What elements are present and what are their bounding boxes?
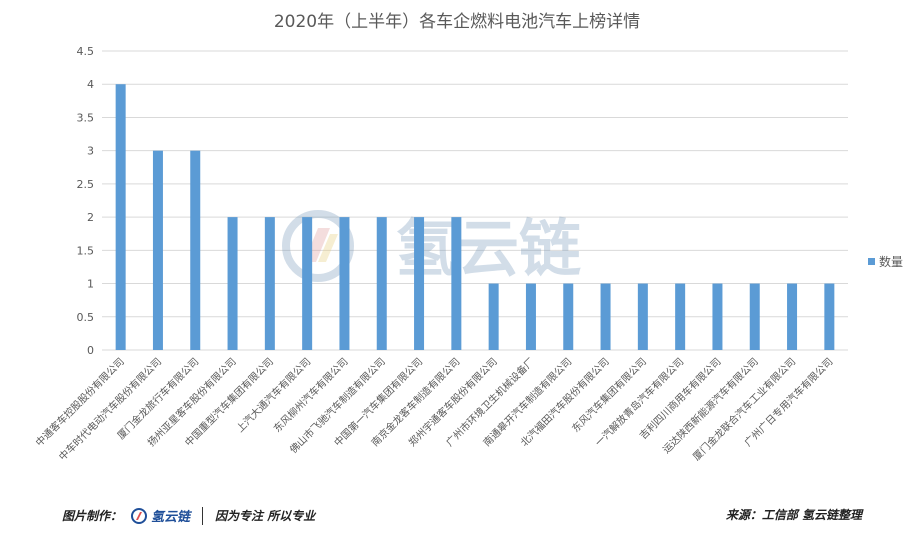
x-tick-label: 东风汽车集团有限公司 xyxy=(569,355,649,435)
footer-logo: 氢云链 xyxy=(130,506,190,525)
bar xyxy=(563,283,574,350)
y-tick-label: 2 xyxy=(87,211,94,224)
bar xyxy=(637,283,648,350)
bar xyxy=(339,217,350,350)
bar xyxy=(414,217,425,350)
bar xyxy=(264,217,275,350)
bar xyxy=(302,217,313,350)
y-tick-label: 1.5 xyxy=(77,244,95,257)
footer-divider xyxy=(202,506,204,525)
y-tick-label: 4.5 xyxy=(77,45,95,58)
bar xyxy=(115,84,126,350)
footer-source: 来源：工信部 氢云链整理 xyxy=(725,508,862,522)
bar xyxy=(488,283,499,350)
bar xyxy=(675,283,686,350)
bar xyxy=(787,283,798,350)
legend-label: 数量 xyxy=(879,254,903,269)
hydrogen-logo-icon xyxy=(131,507,148,524)
bar xyxy=(525,283,536,350)
y-tick-label: 0.5 xyxy=(77,311,95,324)
legend-swatch xyxy=(868,258,875,265)
footer-logo-text: 氢云链 xyxy=(151,510,191,525)
bar-chart: 2020年（上半年）各车企燃料电池汽车上榜详情 氢云链 0 0.5 1 1.5 2 2.5… xyxy=(33,12,903,463)
bar xyxy=(376,217,387,350)
x-tick-label: 东风柳州汽车有限公司 xyxy=(271,355,351,435)
footer-credit-label: 图片制作： xyxy=(62,509,123,523)
legend: 数量 xyxy=(868,254,903,269)
y-tick-label: 3 xyxy=(87,145,94,158)
footer-credit: 图片制作： 氢云链 因为专注 所以专业 xyxy=(62,506,315,525)
footer: 图片制作： 氢云链 因为专注 所以专业 来源：工信部 氢云链整理 xyxy=(0,500,914,530)
y-tick-label: 0 xyxy=(87,344,94,357)
bar xyxy=(451,217,462,350)
watermark-text: 氢云链 xyxy=(395,212,581,285)
bar xyxy=(227,217,238,350)
bar xyxy=(152,150,163,350)
bar xyxy=(600,283,611,350)
bar xyxy=(824,283,835,350)
y-tick-label: 3.5 xyxy=(77,111,95,124)
y-tick-label: 4 xyxy=(87,78,94,91)
watermark-logo: 氢云链 xyxy=(282,210,581,285)
y-tick-label: 2.5 xyxy=(77,178,95,191)
bar xyxy=(712,283,723,350)
bar xyxy=(749,283,760,350)
y-tick-label: 1 xyxy=(87,278,94,291)
bar xyxy=(190,150,201,350)
x-tick-label: 上汽大通汽车有限公司 xyxy=(233,355,313,435)
footer-slogan: 因为专注 所以专业 xyxy=(215,509,316,523)
chart-title: 2020年（上半年）各车企燃料电池汽车上榜详情 xyxy=(274,12,640,32)
